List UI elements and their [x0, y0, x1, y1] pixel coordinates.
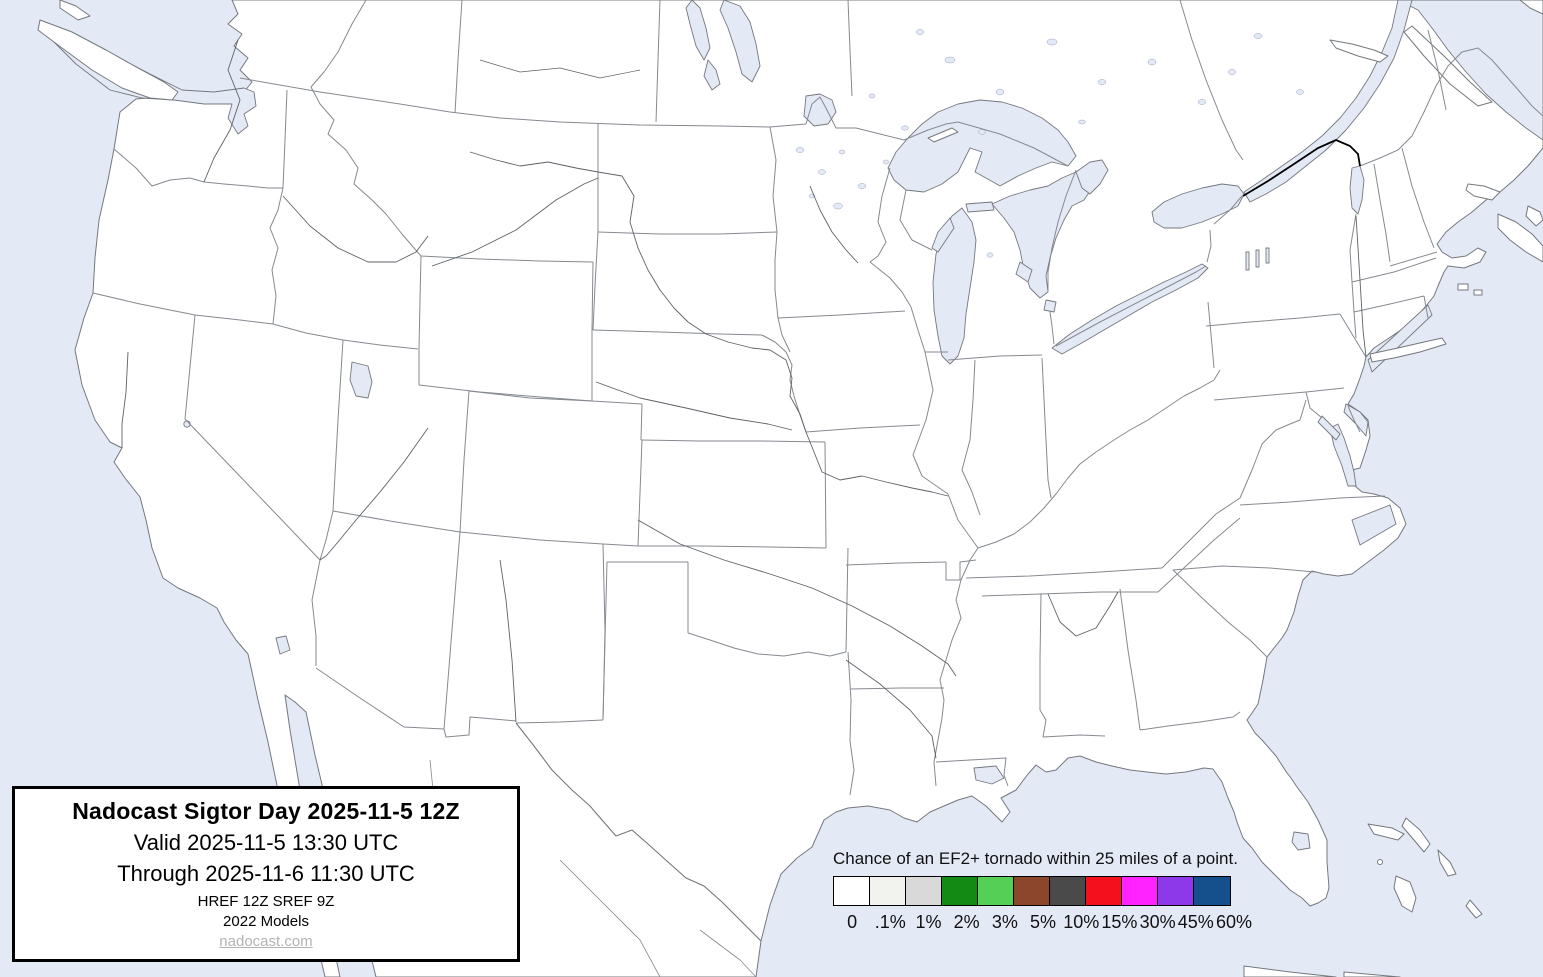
cuba-sliver — [1243, 965, 1337, 977]
bahama-cay — [1465, 899, 1483, 919]
isle-royale — [927, 127, 959, 143]
legend-swatch — [1157, 876, 1195, 906]
legend-label: 1% — [915, 912, 942, 932]
valid-time: Valid 2025-11-5 13:30 UTC — [133, 830, 399, 855]
model-sources: HREF 12Z SREF 9Z — [197, 893, 335, 910]
legend-swatch — [1193, 876, 1231, 906]
legend-label: 3% — [991, 912, 1018, 932]
georgian-bay — [1075, 159, 1109, 195]
lake-speckles — [795, 29, 1304, 258]
lake-superior — [887, 99, 1077, 193]
hudson-river — [1355, 215, 1367, 358]
upper-mississippi — [809, 185, 859, 264]
state-borders — [92, 0, 1543, 977]
legend-swatch — [941, 876, 979, 906]
lake-huron — [991, 171, 1093, 299]
legend-label: 45% — [1177, 912, 1214, 932]
legend-swatch — [1121, 876, 1159, 906]
legend-swatch — [1085, 876, 1123, 906]
legend-label: 60% — [1215, 912, 1252, 932]
lake-okeechobee — [1291, 831, 1311, 851]
legend-label-row: 0 .1% 1% 2% 3% 5% 10% 15% 30% 45% 60% — [833, 912, 1253, 933]
platte-river — [595, 381, 793, 431]
long-island — [1369, 337, 1447, 363]
legend-swatch — [1049, 876, 1087, 906]
green-bay — [931, 217, 955, 253]
through-time: Through 2025-11-6 11:30 UTC — [117, 861, 415, 886]
salton-sea — [275, 635, 291, 655]
nantucket — [1473, 289, 1483, 296]
legend-swatch — [977, 876, 1015, 906]
potomac-river — [1317, 415, 1341, 441]
snake-river — [282, 195, 429, 263]
canada-border-st-lawrence — [1242, 139, 1361, 197]
legend-label: 0 — [847, 912, 858, 932]
legend-label: 30% — [1139, 912, 1176, 932]
legend-swatch — [869, 876, 907, 906]
newfoundland-corner — [1519, 0, 1543, 15]
legend-swatch — [1013, 876, 1051, 906]
nova-scotia — [1497, 213, 1543, 263]
legend-label: .1% — [874, 912, 906, 932]
lake-of-the-woods — [803, 93, 837, 127]
legend-label: 10% — [1063, 912, 1100, 932]
nadocast-link[interactable]: nadocast.com — [219, 933, 313, 950]
great-salt-lake — [349, 361, 373, 399]
eleuthera — [1437, 849, 1457, 877]
saginaw-bay — [1015, 261, 1033, 283]
arkansas-river — [637, 519, 957, 677]
legend-swatch-row — [833, 876, 1253, 906]
probability-legend: Chance of an EF2+ tornado within 25 mile… — [830, 849, 1253, 933]
landmass — [74, 0, 1543, 977]
bimini — [1377, 859, 1383, 865]
legend-swatch — [833, 876, 871, 906]
cape-cod-islands — [1457, 283, 1469, 291]
upper-rio-grande — [499, 559, 517, 723]
legend-label: 15% — [1101, 912, 1138, 932]
model-year: 2022 Models — [223, 913, 309, 930]
red-river — [845, 659, 937, 759]
lake-pontchartrain — [973, 765, 1005, 785]
rivers — [121, 39, 1367, 759]
lake-champlain — [1349, 165, 1365, 215]
prince-edward-island — [1465, 183, 1501, 201]
colorado-river — [319, 427, 429, 561]
finger-lake — [1255, 249, 1260, 268]
andros — [1393, 875, 1417, 913]
finger-lake — [1245, 251, 1250, 271]
legend-label: 5% — [1030, 912, 1057, 932]
lake-manitoba — [703, 59, 721, 91]
mackinac-strait — [965, 201, 995, 213]
sacramento-river — [121, 351, 129, 448]
gulf-of-st-lawrence — [1397, 0, 1543, 141]
anticosti-island — [1329, 39, 1389, 63]
bc-island — [59, 0, 91, 21]
missouri-river — [469, 151, 949, 497]
saskatchewan-river — [479, 59, 641, 79]
st-lawrence-river — [1243, 0, 1413, 203]
forecast-title: Nadocast Sigtor Day 2025-11-5 12Z — [72, 798, 460, 824]
abaco — [1401, 817, 1431, 853]
cape-breton — [1525, 205, 1543, 227]
delaware-bay — [1343, 403, 1369, 437]
grand-bahama — [1367, 823, 1405, 841]
lake-ontario — [1151, 183, 1245, 229]
cuba-sliver-2 — [1343, 971, 1401, 977]
lake-winnipeg — [719, 0, 761, 83]
pamlico-sound — [1351, 504, 1397, 546]
lake-winnipegosis — [685, 0, 711, 61]
title-box: Nadocast Sigtor Day 2025-11-5 12Z Valid … — [12, 786, 520, 962]
legend-swatch — [905, 876, 943, 906]
tennessee-river — [1047, 591, 1119, 637]
legend-title: Chance of an EF2+ tornado within 25 mile… — [833, 849, 1238, 868]
vancouver-island — [37, 19, 179, 101]
lake-st-clair — [1043, 299, 1057, 313]
columbia-river — [203, 39, 241, 183]
legend-label: 2% — [953, 912, 980, 932]
finger-lake — [1265, 247, 1270, 264]
yellowstone-river — [431, 177, 599, 267]
rio-grande-border — [515, 722, 762, 942]
